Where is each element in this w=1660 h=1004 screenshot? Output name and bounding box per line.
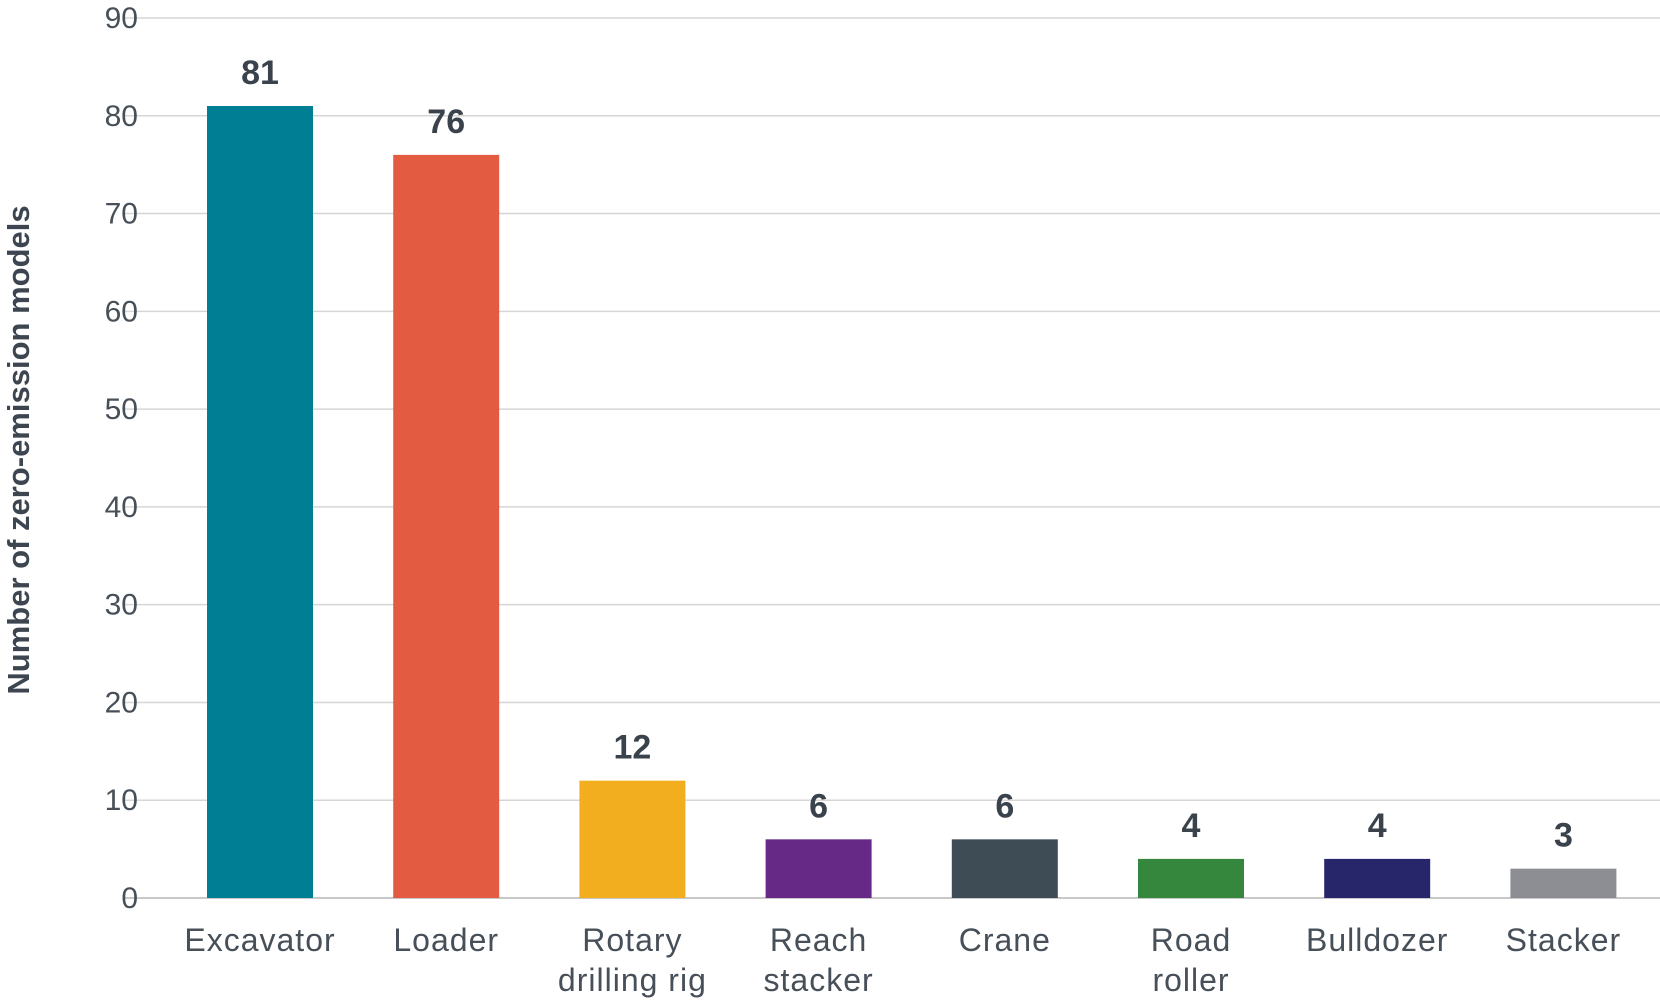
data-label-2: 12 (613, 729, 651, 767)
bar-7 (1510, 868, 1617, 898)
x-tick-label-4-0: Crane (959, 922, 1051, 958)
bar-5 (1138, 858, 1244, 898)
bar-6 (1324, 858, 1431, 898)
data-labels: 81 76 12 6 6 4 4 3 (241, 54, 1573, 855)
y-tick-label: 90 (105, 2, 138, 35)
data-label-0: 81 (241, 54, 279, 92)
y-tick-label: 40 (105, 491, 138, 524)
x-tick-label-3-0: Reach (770, 922, 868, 958)
bar-2 (579, 780, 686, 898)
y-tick-label: 10 (105, 784, 138, 817)
data-label-1: 76 (427, 103, 465, 141)
y-tick-label: 50 (105, 393, 138, 426)
x-tick-label-5-0: Road (1151, 922, 1232, 958)
data-label-5: 4 (1182, 807, 1201, 845)
x-tick-label-7-0: Stacker (1506, 922, 1621, 958)
x-tick-label-3-1: stacker (764, 962, 874, 998)
y-axis-ticks: 0 10 20 30 40 50 60 70 80 90 (105, 2, 138, 915)
x-tick-label-2-1: drilling rig (558, 962, 707, 998)
y-axis-label: Number of zero-emission models (1, 205, 36, 694)
y-tick-label: 60 (105, 295, 138, 328)
y-tick-label: 20 (105, 686, 138, 719)
data-label-3: 6 (809, 787, 828, 825)
y-tick-label: 70 (105, 198, 138, 231)
x-tick-label-5-1: roller (1152, 962, 1229, 998)
bar-0 (207, 106, 313, 898)
x-tick-label-6-0: Bulldozer (1306, 922, 1448, 958)
x-tick-label-1-0: Loader (393, 922, 499, 958)
y-tick-label: 0 (121, 882, 138, 915)
x-axis-ticks: Excavator Loader Rotary drilling rig Reach st… (184, 922, 1621, 998)
y-tick-label: 30 (105, 589, 138, 622)
x-tick-label-0-0: Excavator (184, 922, 335, 958)
bar-4 (951, 839, 1058, 898)
bar-1 (393, 154, 500, 898)
gridlines (125, 17, 1660, 899)
bars (207, 106, 1617, 898)
bar-3 (765, 839, 872, 898)
y-tick-label: 80 (105, 100, 138, 133)
data-label-4: 6 (995, 787, 1014, 825)
x-tick-label-2-0: Rotary (582, 922, 682, 958)
data-label-7: 3 (1554, 817, 1573, 855)
data-label-6: 4 (1368, 807, 1387, 845)
